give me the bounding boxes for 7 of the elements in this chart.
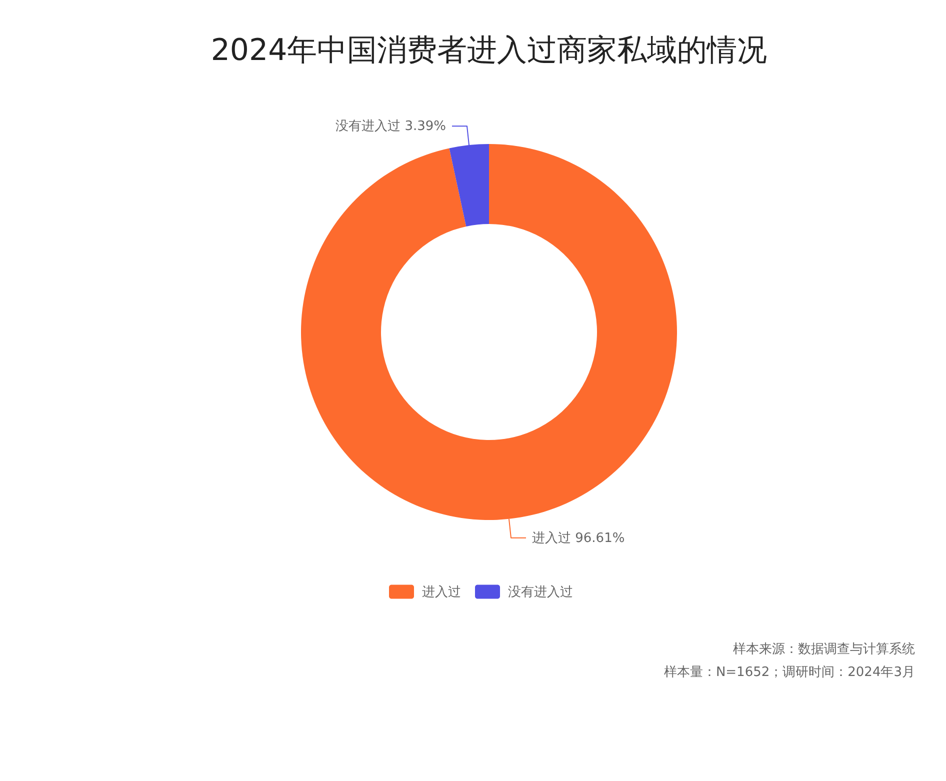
text: 样本来源：数据调查与计算系统: [733, 642, 915, 657]
legend-label: 没有进入过: [508, 584, 573, 600]
category-label: 进入过 96.61%: [532, 530, 625, 546]
text: 样本量：N=1652；调研时间：2024年3月: [664, 665, 915, 680]
legend-label: 进入过: [422, 584, 461, 600]
chart-title: 2024年中国消费者进入过商家私域的情况: [210, 33, 768, 68]
category-label: 没有进入过 3.39%: [336, 119, 446, 134]
